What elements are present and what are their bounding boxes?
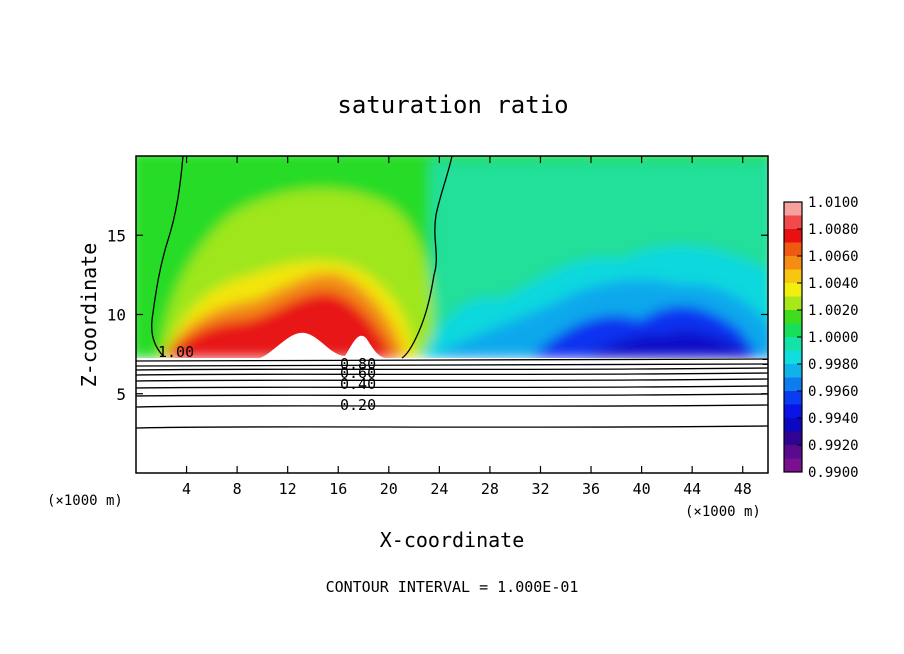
x-tick-label: 12: [279, 480, 297, 498]
x-axis: 4 8 12 16 20 24 28 32 36 40 44 48: [182, 156, 752, 498]
contour-label-0-20: 0.20: [340, 396, 376, 414]
colorbar-label: 1.0080: [808, 222, 859, 238]
contour-labels: 1.00 0.80 0.60 0.40 0.20: [158, 343, 376, 414]
colorbar-swatch: [784, 364, 802, 378]
colorbar-label: 1.0060: [808, 249, 859, 265]
colorbar-label: 0.9960: [808, 384, 859, 400]
contour-line-i: [136, 425, 768, 429]
contour-line-e: [136, 378, 768, 382]
x-tick-label: 32: [531, 480, 549, 498]
colorbar-swatch: [784, 350, 802, 365]
contour-line-d: [136, 372, 768, 376]
contour-label-0-40: 0.40: [340, 375, 376, 393]
y-tick-label: 5: [116, 385, 126, 404]
x-tick-label: 20: [380, 480, 398, 498]
colorbar-label: 0.9940: [808, 411, 859, 427]
colorbar-swatch: [784, 215, 802, 230]
x-unit-left: (×1000 m): [47, 493, 123, 509]
colorbar-swatch: [784, 377, 802, 392]
y-tick-label: 10: [107, 306, 126, 325]
colorbar-swatch: [784, 256, 802, 270]
colorbar-swatch: [784, 404, 802, 419]
colorbar-swatch: [784, 283, 802, 297]
colorbar-swatch: [784, 458, 802, 473]
x-tick-label: 44: [683, 480, 701, 498]
colorbar-swatch: [784, 242, 802, 257]
x-tick-label: 8: [233, 480, 242, 498]
contour-label-0-60: 0.60: [340, 364, 376, 382]
contour-label-0-80: 0.80: [340, 355, 376, 373]
colorbar-swatch: [784, 337, 802, 351]
contour-label-1-00: 1.00: [158, 343, 194, 361]
x-tick-label: 24: [430, 480, 448, 498]
colorbar-label: 0.9980: [808, 357, 859, 373]
contour-line-f: [136, 385, 768, 389]
plot-area: 1.00 0.80 0.60 0.40 0.20: [136, 156, 768, 473]
colorbar-swatch: [784, 391, 802, 405]
colorbar-swatch: [784, 269, 802, 284]
contour-line-h: [136, 404, 768, 408]
field-red-core: [165, 291, 395, 358]
colorbar-label: 0.9920: [808, 438, 859, 454]
colorbar-swatch: [784, 296, 802, 311]
contour-line-c: [136, 367, 768, 371]
colorbar-label: 0.9900: [808, 465, 859, 481]
colorbar-swatch: [784, 202, 802, 216]
x-tick-label: 16: [329, 480, 347, 498]
colorbar-label: 1.0100: [808, 195, 859, 211]
contour-line-1-00-left: [151, 156, 184, 357]
x-tick-label: 48: [734, 480, 752, 498]
contour-interval-note: CONTOUR INTERVAL = 1.000E-01: [326, 578, 579, 596]
colorbar-swatch: [784, 229, 802, 243]
contour-line-b: [136, 363, 768, 367]
y-tick-label: 15: [107, 226, 126, 245]
saturation-field: [136, 156, 768, 358]
colorbar: 1.0100 1.0080 1.0060 1.0040 1.0020 1.0000 0.99…: [783, 195, 859, 481]
colorbar-swatch: [784, 418, 802, 432]
x-unit-right: (×1000 m): [685, 504, 761, 520]
x-axis-label: X-coordinate: [380, 528, 525, 552]
colorbar-label: 1.0020: [808, 303, 859, 319]
contour-lines: [136, 156, 768, 429]
colorbar-swatch: [784, 323, 802, 338]
y-axis: 5 10 15: [107, 226, 768, 404]
y-axis-label: Z-coordinate: [77, 243, 101, 388]
colorbar-label: 1.0040: [808, 276, 859, 292]
colorbar-swatch: [784, 445, 802, 459]
contour-line-1-00-mid: [401, 156, 453, 359]
contour-line-a: [136, 358, 768, 362]
x-tick-label: 28: [481, 480, 499, 498]
colorbar-label: 1.0000: [808, 330, 859, 346]
chart-title: saturation ratio: [337, 91, 568, 119]
field-deep-blue: [580, 330, 750, 358]
colorbar-swatch: [784, 310, 802, 324]
x-tick-label: 36: [582, 480, 600, 498]
white-low-region: [136, 332, 768, 473]
x-tick-label: 4: [182, 480, 191, 498]
x-tick-label: 40: [633, 480, 651, 498]
contour-line-g: [136, 393, 768, 397]
colorbar-swatch: [784, 431, 802, 446]
